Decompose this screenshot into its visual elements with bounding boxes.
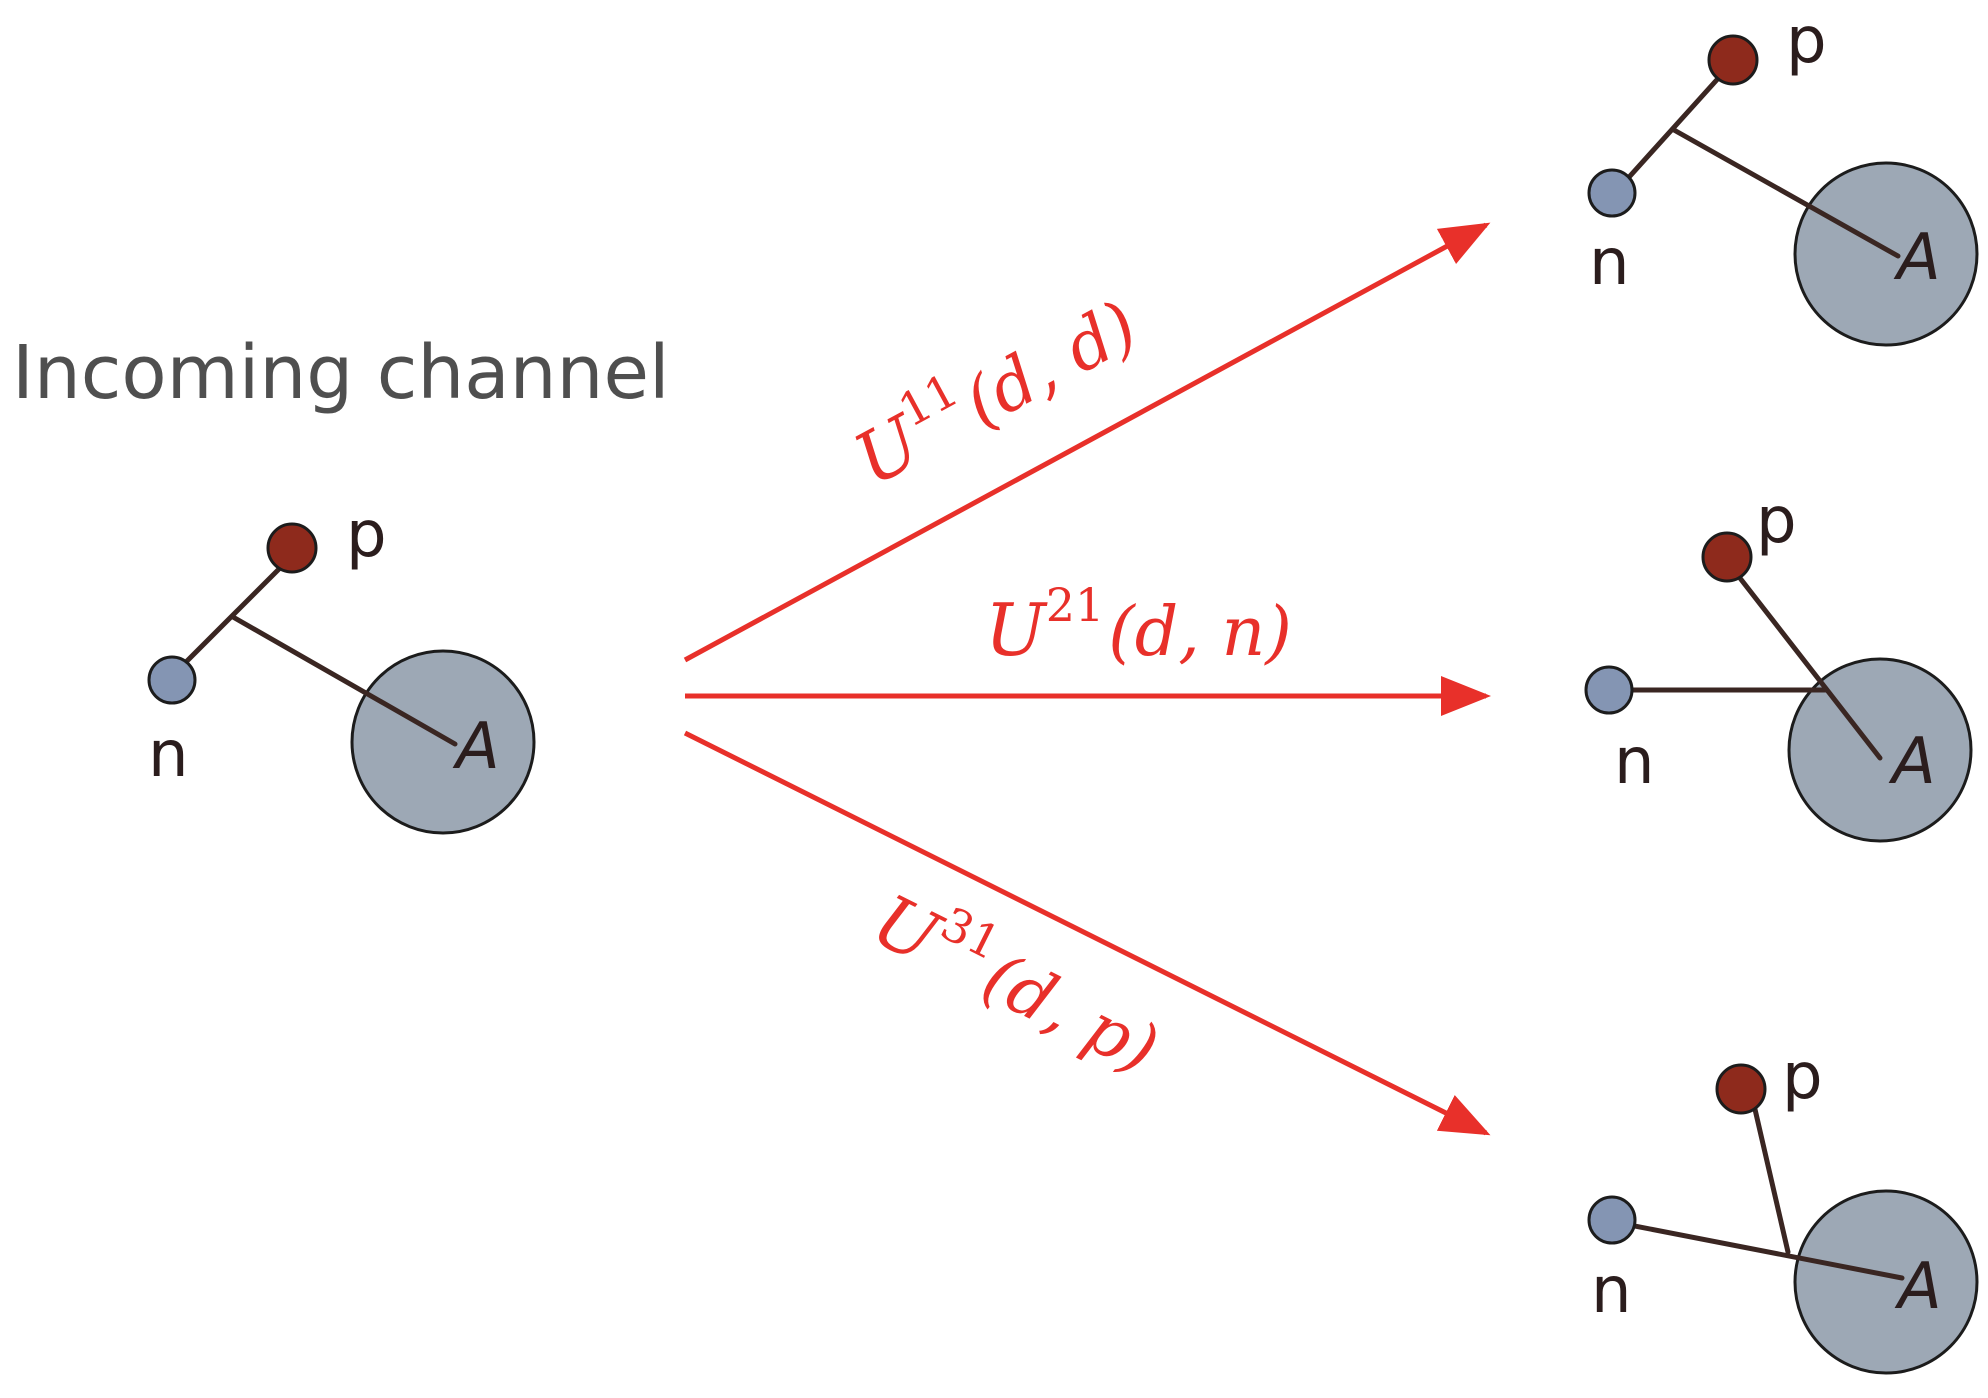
proton-label: p: [1786, 4, 1827, 78]
neutron: [1587, 168, 1637, 218]
channel-2-symbol: U: [985, 588, 1048, 672]
proton: [1707, 34, 1759, 86]
neutron-label: n: [148, 718, 189, 792]
proton: [1715, 1063, 1767, 1115]
nucleus-a: [1793, 1189, 1979, 1375]
nucleus-label: A: [452, 710, 500, 784]
dp-core-bond: [1671, 127, 1901, 259]
channel-1-label: U11(d, d): [836, 273, 1151, 502]
proton-bond: [1719, 552, 1883, 761]
neutron-label: n: [1589, 226, 1630, 300]
nucleus-a: [1793, 161, 1979, 347]
channel-1-arguments: (d, d): [952, 286, 1151, 443]
svg-text:U11(d, d): U11(d, d): [836, 273, 1150, 502]
channel-2-label: U21(d, n): [985, 578, 1292, 672]
nucleus-label: A: [1894, 1250, 1942, 1324]
outgoing-configuration-1: n p A: [1587, 4, 1979, 347]
proton-label: p: [1756, 484, 1797, 558]
nucleus-label: A: [1888, 725, 1936, 799]
dp-core-bond: [230, 614, 458, 747]
channel-2-arguments: (d, n): [1108, 593, 1292, 672]
outgoing-configuration-3: n p A: [1587, 1040, 1979, 1375]
neutron: [1587, 1195, 1637, 1245]
nucleus-a: [350, 649, 536, 835]
proton-bond: [1748, 1089, 1791, 1255]
proton-label: p: [1782, 1040, 1823, 1114]
svg-text:U21(d, n): U21(d, n): [985, 578, 1292, 672]
nucleus-label: A: [1893, 221, 1941, 295]
neutron: [1584, 665, 1634, 715]
nucleus-a: [1787, 657, 1973, 843]
proton: [266, 522, 318, 574]
arrow-channel-1: [683, 222, 1491, 663]
channel-2-superscript: 21: [1046, 578, 1105, 632]
neutron-bond: [1611, 1219, 1905, 1281]
proton: [1701, 531, 1753, 583]
incoming-configuration: n p A: [147, 498, 536, 835]
neutron-label: n: [1591, 1254, 1632, 1328]
neutron-label: n: [1614, 725, 1655, 799]
proton-label: p: [346, 498, 387, 572]
neutron: [147, 655, 197, 705]
incoming-channel-title: Incoming channel: [12, 330, 670, 416]
outgoing-configuration-2: n p A: [1584, 484, 1973, 843]
arrow-channel-3: [683, 730, 1491, 1136]
